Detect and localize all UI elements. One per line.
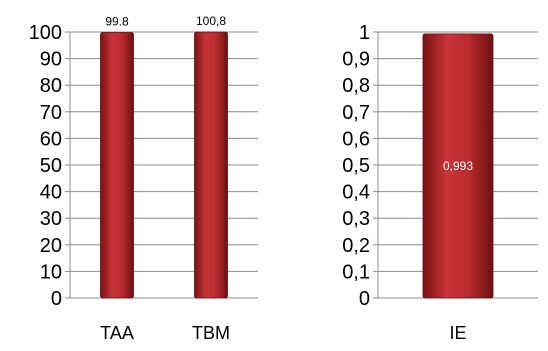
y-tick-label: 1 [359, 22, 370, 44]
y-tick-label: 60 [40, 128, 62, 150]
bar-tbm [194, 31, 228, 299]
y-tick-label: 10 [40, 261, 62, 283]
y-tick-label: 50 [40, 155, 62, 177]
y-tick-label: 0,8 [342, 75, 370, 97]
y-tick-label: 30 [40, 208, 62, 230]
y-tick-label: 100 [29, 22, 62, 44]
x-tick-label-ie: IE [449, 323, 466, 343]
bar-ie [422, 33, 494, 299]
x-tick-label-taa: TAA [100, 323, 134, 343]
y-tick-label: 20 [40, 235, 62, 257]
bar-taa [100, 32, 134, 299]
bar-chart-ie: 0 0,1 0,2 0,3 0,4 0,5 0,6 0,7 0,8 0,9 1 0,993 IE [342, 22, 538, 343]
y-tick-label: 0,1 [342, 261, 370, 283]
y-tick-label: 0,6 [342, 128, 370, 150]
y-tick-label: 0,2 [342, 235, 370, 257]
y-tick-label: 80 [40, 75, 62, 97]
y-tick-label: 0 [51, 288, 62, 310]
y-tick-label: 0,4 [342, 182, 370, 204]
x-tick-label-tbm: TBM [192, 323, 230, 343]
data-label-taa: 99.8 [105, 15, 129, 29]
y-tick-label: 0,3 [342, 208, 370, 230]
bar-chart-taa-tbm: 0 10 20 30 40 50 60 70 80 90 100 99.8 TAA 100,8 TBM [29, 14, 258, 343]
data-label-ie: 0,993 [443, 159, 473, 173]
y-tick-label: 70 [40, 102, 62, 124]
y-tick-label: 40 [40, 182, 62, 204]
y-tick-label: 0,5 [342, 155, 370, 177]
y-tick-label: 0,7 [342, 102, 370, 124]
y-tick-label: 0 [359, 288, 370, 310]
data-label-tbm: 100,8 [196, 14, 226, 28]
y-tick-label: 0,9 [342, 49, 370, 71]
y-tick-label: 90 [40, 49, 62, 71]
